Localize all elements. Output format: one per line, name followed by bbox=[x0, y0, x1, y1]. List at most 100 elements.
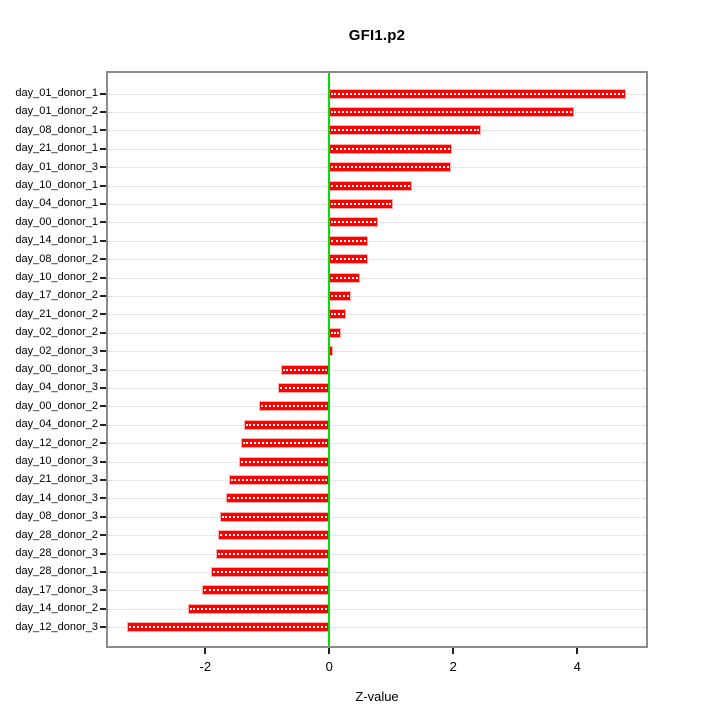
bar bbox=[225, 493, 330, 504]
y-axis-tick bbox=[100, 184, 106, 187]
y-axis-label: day_14_donor_2 bbox=[15, 602, 98, 615]
x-axis-title: Z-value bbox=[355, 689, 399, 704]
bar-center-dots bbox=[331, 147, 450, 150]
y-axis-tick bbox=[100, 589, 106, 592]
y-axis-label: day_00_donor_1 bbox=[15, 215, 98, 228]
bar-center-dots bbox=[129, 626, 328, 629]
bar bbox=[201, 585, 330, 596]
gridline bbox=[108, 461, 646, 463]
x-axis-tick-label: -2 bbox=[199, 659, 212, 674]
y-axis-tick bbox=[100, 515, 106, 518]
bar bbox=[329, 180, 412, 191]
y-axis-label: day_02_donor_3 bbox=[15, 344, 98, 357]
bar bbox=[187, 603, 330, 614]
gridline bbox=[108, 608, 646, 610]
gridline bbox=[108, 295, 646, 297]
y-axis-label: day_17_donor_3 bbox=[15, 583, 98, 596]
gridline bbox=[108, 332, 646, 334]
gridline bbox=[108, 590, 646, 592]
bar-center-dots bbox=[331, 276, 359, 279]
y-axis-tick bbox=[100, 166, 106, 169]
bar-center-dots bbox=[189, 607, 328, 610]
bar bbox=[329, 88, 627, 99]
bar bbox=[240, 438, 330, 449]
y-axis-label: day_12_donor_2 bbox=[15, 436, 98, 449]
y-axis-tick bbox=[100, 294, 106, 297]
y-axis-label: day_28_donor_3 bbox=[15, 547, 98, 559]
y-axis-tick bbox=[100, 497, 106, 500]
bar-center-dots bbox=[331, 202, 392, 205]
gridline bbox=[108, 553, 646, 555]
y-axis-label: day_01_donor_2 bbox=[15, 105, 98, 118]
y-axis-tick bbox=[100, 239, 106, 242]
gridline bbox=[108, 351, 646, 353]
y-axis-label: day_21_donor_1 bbox=[15, 142, 98, 155]
gridline bbox=[108, 535, 646, 537]
y-axis-label: day_08_donor_3 bbox=[15, 510, 98, 523]
gridline bbox=[108, 443, 646, 445]
y-axis-tick bbox=[100, 92, 106, 95]
bar bbox=[329, 143, 452, 154]
bar-center-dots bbox=[212, 570, 328, 573]
bar-center-dots bbox=[331, 129, 480, 132]
bar bbox=[220, 511, 330, 522]
y-axis-label: day_21_donor_3 bbox=[15, 473, 98, 486]
y-axis-label: day_12_donor_3 bbox=[15, 620, 98, 633]
gridline bbox=[108, 406, 646, 408]
bar-center-dots bbox=[331, 313, 344, 316]
gridline bbox=[108, 627, 646, 629]
bar-center-dots bbox=[219, 534, 328, 537]
x-axis-tick bbox=[204, 648, 207, 654]
y-axis-tick bbox=[100, 442, 106, 445]
y-axis-label: day_10_donor_2 bbox=[15, 271, 98, 283]
x-axis-tick bbox=[576, 648, 579, 654]
y-axis-tick bbox=[100, 276, 106, 279]
bar-center-dots bbox=[203, 589, 328, 592]
bar bbox=[329, 327, 342, 338]
bar-center-dots bbox=[331, 184, 410, 187]
y-axis-label: day_04_donor_1 bbox=[15, 197, 98, 210]
y-axis-tick bbox=[100, 534, 106, 537]
bar bbox=[215, 548, 330, 559]
y-axis-tick bbox=[100, 331, 106, 334]
y-axis-tick bbox=[100, 478, 106, 481]
bars-layer bbox=[108, 73, 646, 646]
y-axis-tick bbox=[100, 129, 106, 132]
y-axis-tick bbox=[100, 350, 106, 353]
bar bbox=[228, 474, 330, 485]
bar-center-dots bbox=[331, 258, 366, 261]
gridline bbox=[108, 479, 646, 481]
bar-center-dots bbox=[331, 166, 449, 169]
y-axis-label: day_01_donor_1 bbox=[15, 87, 98, 99]
y-axis-tick bbox=[100, 552, 106, 555]
gridline bbox=[108, 571, 646, 573]
y-axis-label: day_08_donor_2 bbox=[15, 252, 98, 265]
bar-center-dots bbox=[331, 239, 367, 242]
y-axis-tick bbox=[100, 202, 106, 205]
gridline bbox=[108, 259, 646, 261]
bar-center-dots bbox=[331, 294, 349, 297]
bar-center-dots bbox=[227, 497, 328, 500]
bar bbox=[239, 456, 330, 467]
x-axis-tick bbox=[452, 648, 455, 654]
gridline bbox=[108, 424, 646, 426]
gridline bbox=[108, 498, 646, 500]
gridline bbox=[108, 369, 646, 371]
y-axis-tick bbox=[100, 147, 106, 150]
bar-center-dots bbox=[242, 442, 328, 445]
y-axis-label: day_28_donor_2 bbox=[15, 528, 98, 541]
y-axis-tick bbox=[100, 258, 106, 261]
y-axis-label: day_04_donor_3 bbox=[15, 381, 98, 394]
y-axis-tick bbox=[100, 221, 106, 224]
bar-center-dots bbox=[282, 368, 328, 371]
gridline bbox=[108, 516, 646, 518]
y-axis-label: day_08_donor_1 bbox=[15, 123, 98, 136]
y-axis-tick bbox=[100, 386, 106, 389]
y-axis-tick bbox=[100, 110, 106, 113]
x-axis-tick-label: 4 bbox=[573, 659, 581, 674]
y-axis-tick bbox=[100, 423, 106, 426]
bar bbox=[329, 235, 369, 246]
bar-center-dots bbox=[261, 405, 328, 408]
bar-center-dots bbox=[280, 386, 328, 389]
